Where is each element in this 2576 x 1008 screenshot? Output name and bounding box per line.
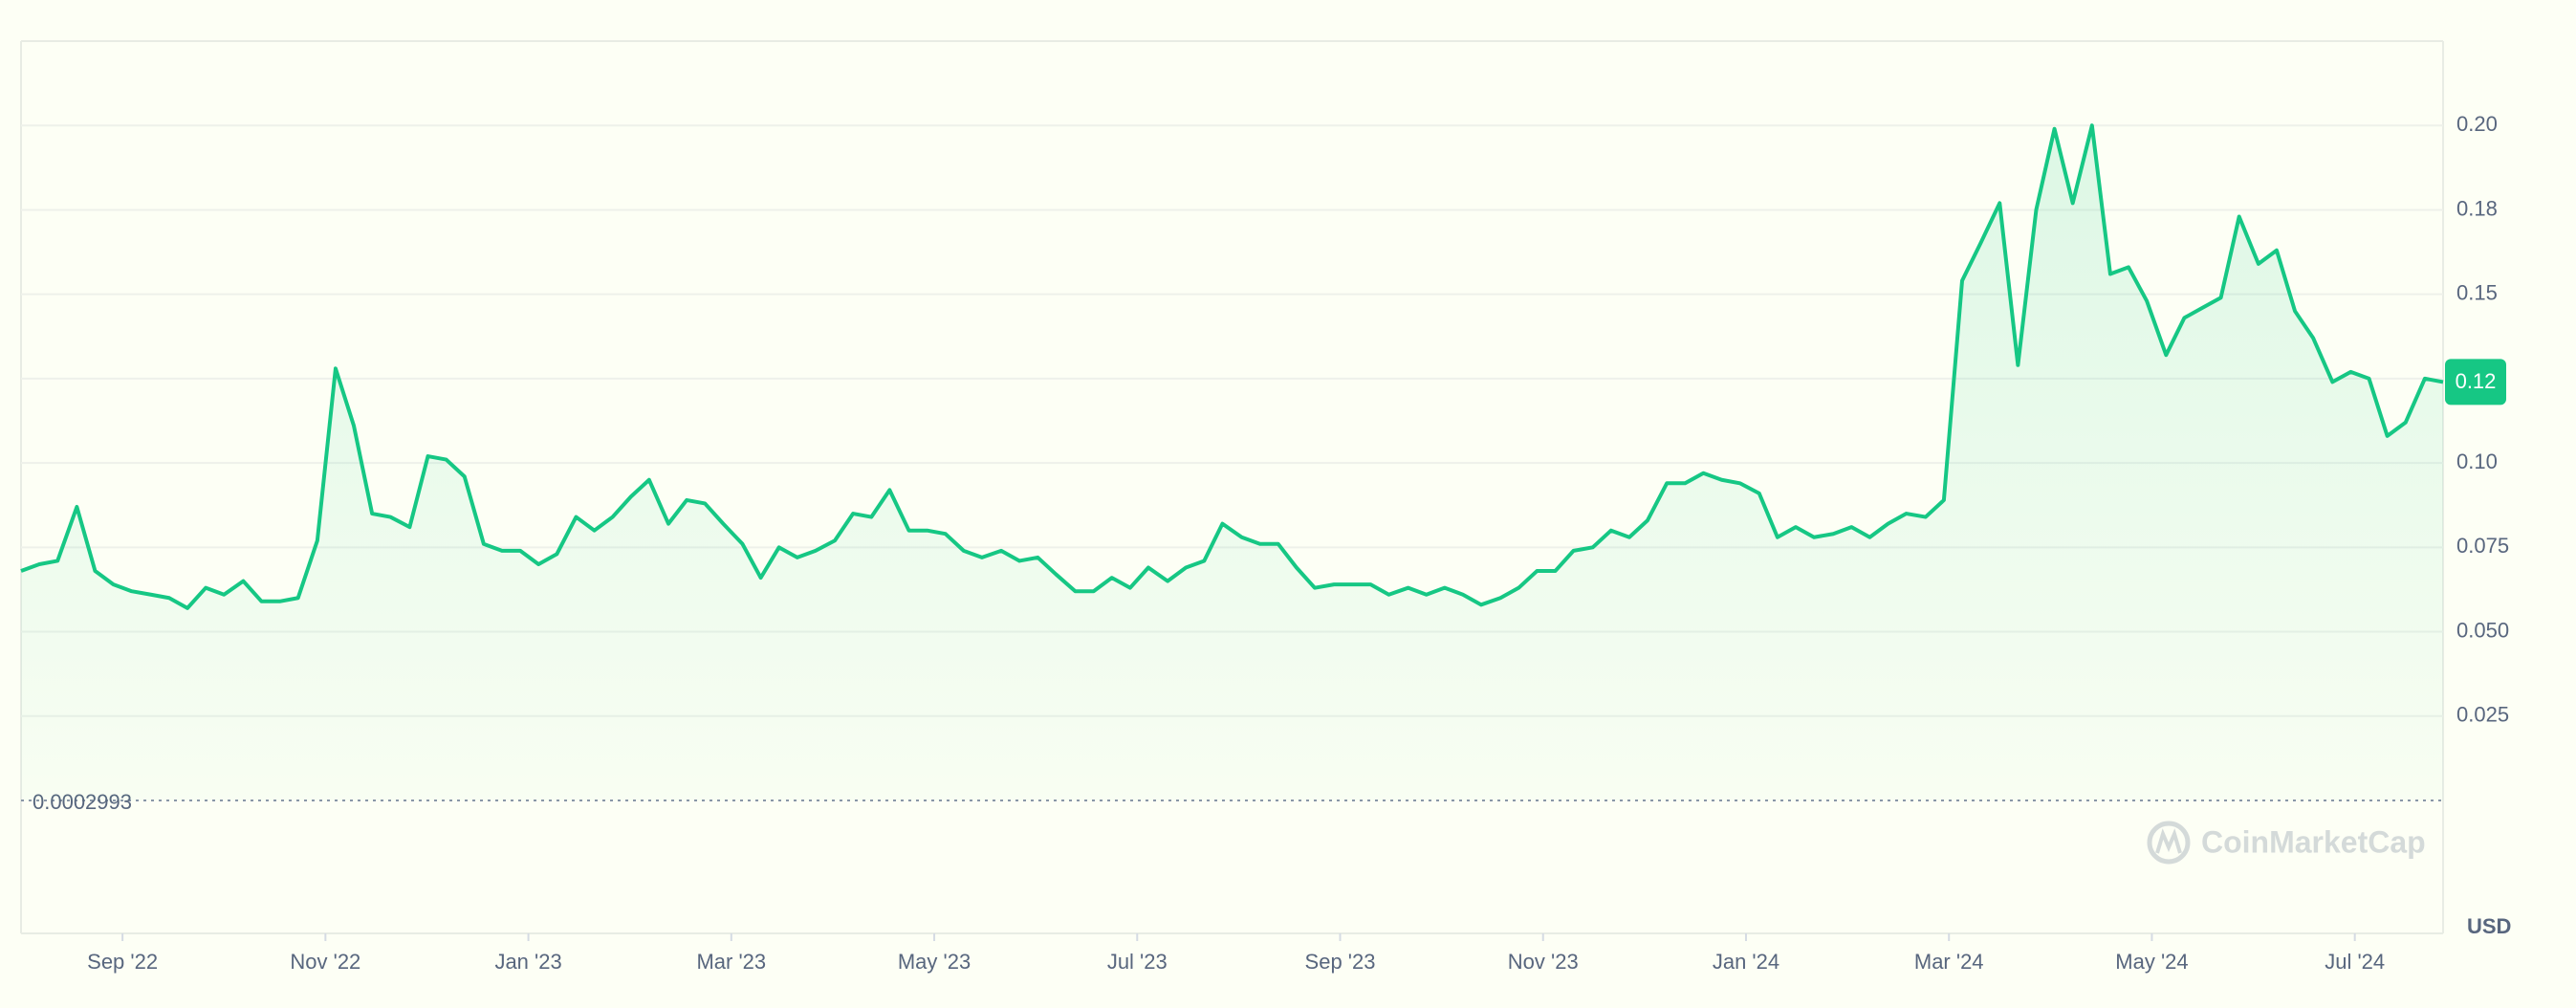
x-tick-label: Jul '24: [2325, 950, 2385, 974]
y-tick-label: 0.15: [2456, 280, 2498, 304]
currency-label: USD: [2467, 914, 2511, 938]
y-tick-label: 0.20: [2456, 112, 2498, 136]
x-tick-label: Mar '24: [1914, 950, 1984, 974]
x-tick-label: Mar '23: [696, 950, 766, 974]
y-tick-label: 0.025: [2456, 703, 2509, 727]
price-badge: [2445, 359, 2506, 405]
x-tick-label: Sep '23: [1305, 950, 1376, 974]
x-tick-label: Nov '22: [290, 950, 360, 974]
y-tick-label: 0.075: [2456, 534, 2509, 558]
watermark-logo: [2147, 821, 2191, 865]
watermark: CoinMarketCap: [2147, 821, 2426, 865]
x-tick-label: Jan '23: [494, 950, 561, 974]
watermark-logo-mark: [2155, 828, 2182, 854]
x-tick-label: May '23: [898, 950, 971, 974]
x-tick-label: Jan '24: [1713, 950, 1779, 974]
x-tick-label: Nov '23: [1508, 950, 1579, 974]
price-badge-label: 0.12: [2456, 369, 2497, 393]
price-line: [20, 123, 2444, 610]
y-tick-label: 0.050: [2456, 618, 2509, 642]
x-tick-label: Jul '23: [1107, 950, 1168, 974]
y-tick-label: 0.10: [2456, 449, 2498, 473]
area: [21, 125, 2443, 800]
y-tick-label: 0.18: [2456, 196, 2498, 220]
x-tick-label: May '24: [2115, 950, 2188, 974]
x-tick-label: Sep '22: [87, 950, 158, 974]
watermark-text: CoinMarketCap: [2201, 824, 2426, 859]
